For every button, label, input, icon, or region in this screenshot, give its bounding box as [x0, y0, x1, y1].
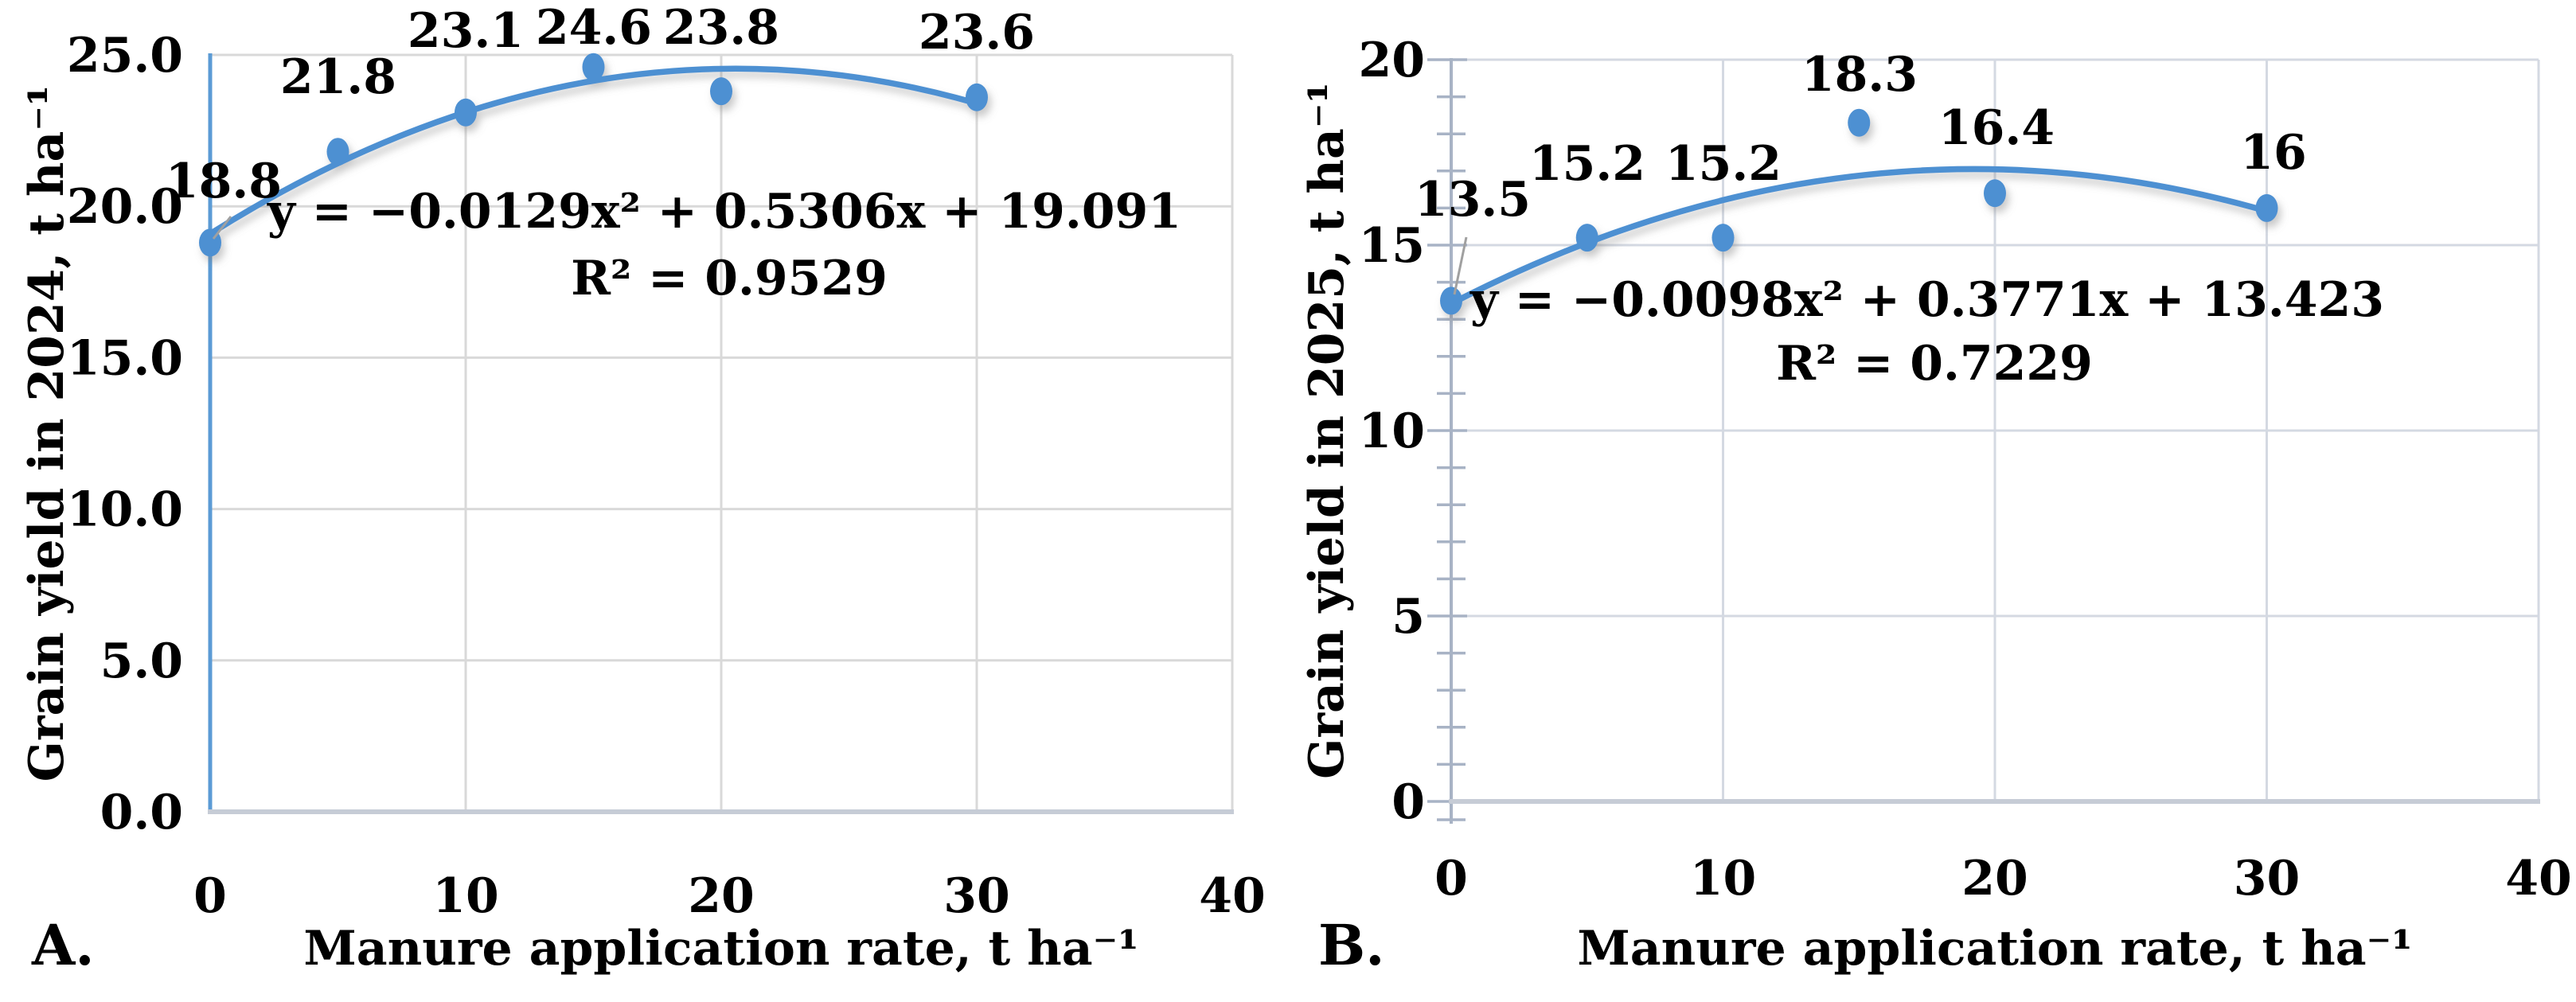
- x-axis-title: Manure application rate, t ha⁻¹: [1577, 921, 2412, 977]
- chart-a-svg: 18.8 21.823.1 24.6 23.8 23.6 0.0 5.0 10.0 15.0 20…: [19, 0, 1266, 978]
- data-point-label: 21.8: [280, 49, 396, 105]
- data-point-marker: [966, 83, 988, 111]
- y-tick-label: 5: [1391, 589, 1425, 645]
- y-axis-title: Grain yield in 2025, t ha⁻¹: [1299, 82, 1355, 779]
- x-tick-label: 20: [688, 868, 755, 924]
- data-point-label: 15.2: [1529, 136, 1645, 192]
- series: [1440, 108, 2278, 315]
- data-point-marker: [1848, 108, 1871, 137]
- data-point-marker: [710, 77, 732, 106]
- panel-label: B.: [1318, 912, 1385, 978]
- data-point-marker: [1984, 179, 2006, 208]
- y-tick-label: 15: [1359, 218, 1426, 274]
- trendline-equation: y = −0.0129x² + 0.5306x + 19.091: [267, 184, 1181, 240]
- y-tick-label: 15.0: [67, 330, 183, 386]
- x-tick-label: 40: [1199, 868, 1266, 924]
- gridlines: [210, 53, 1234, 812]
- data-point-marker: [1440, 287, 1462, 315]
- data-point-marker: [1711, 224, 1735, 252]
- x-tick-label: 10: [1690, 851, 1757, 906]
- data-point-label: 23.6: [919, 5, 1035, 60]
- x-axis-title: Manure application rate, t ha⁻¹: [303, 921, 1138, 977]
- data-point-label: 23.1: [408, 3, 524, 59]
- x-tick-label: 10: [432, 868, 499, 924]
- x-tick-label: 30: [2234, 851, 2301, 906]
- chart-panel-b: 13.5 15.2 15.2 18.3 16.4 16 0 5 10 15 20 0 10 20 30 40 y…: [1288, 0, 2576, 1002]
- y-tick-label: 10.0: [67, 482, 183, 538]
- y-tick-label: 10: [1359, 404, 1426, 459]
- chart-panel-a: 18.8 21.8 23.1 24.6 23.8 23.6 0.0 5.0 10.0 15.0 20…: [19, 0, 1266, 978]
- data-point-marker: [326, 138, 349, 166]
- data-point-marker: [2255, 193, 2278, 222]
- x-tick-label: 20: [1961, 851, 2028, 906]
- trendline-equation: y = −0.0098x² + 0.3771x + 13.423: [1469, 272, 2384, 328]
- y-tick-label: 20: [1359, 33, 1426, 88]
- data-point-label: 23.8: [663, 0, 779, 56]
- trendline: [1448, 166, 2270, 307]
- y-tick-label: 25.0: [67, 28, 183, 84]
- y-axis-title: Grain yield in 2024, t ha⁻¹: [19, 85, 75, 782]
- y-tick-label: 0.0: [100, 785, 183, 840]
- data-point-label: 18.8: [166, 154, 282, 209]
- r-squared: R² = 0.9529: [571, 251, 888, 306]
- data-point-label: 24.6: [536, 0, 652, 56]
- data-point-marker: [1575, 224, 1598, 252]
- y-tick-label: 5.0: [100, 634, 183, 689]
- panel-label: A.: [31, 912, 95, 978]
- x-tick-label: 0: [1434, 851, 1468, 906]
- data-point-label: 15.2: [1665, 136, 1782, 192]
- gridlines: [1451, 58, 2540, 801]
- y-tick-label: 0: [1391, 774, 1425, 830]
- data-point-marker: [455, 98, 477, 127]
- r-squared: R² = 0.7229: [1776, 336, 2093, 392]
- data-point-label: 16.4: [1938, 100, 2055, 156]
- x-tick-label: 0: [193, 868, 227, 924]
- label-leader-line: [1453, 236, 1468, 295]
- data-point-marker: [582, 53, 605, 81]
- data-point-label: 16: [2240, 125, 2307, 181]
- data-point-label: 13.5: [1415, 172, 1531, 228]
- x-tick-label: 30: [943, 868, 1010, 924]
- label-leader-line: [212, 216, 232, 240]
- data-point-label: 18.3: [1801, 47, 1918, 103]
- y-tick-label: 20.0: [67, 179, 183, 235]
- x-tick-label: 40: [2505, 851, 2572, 906]
